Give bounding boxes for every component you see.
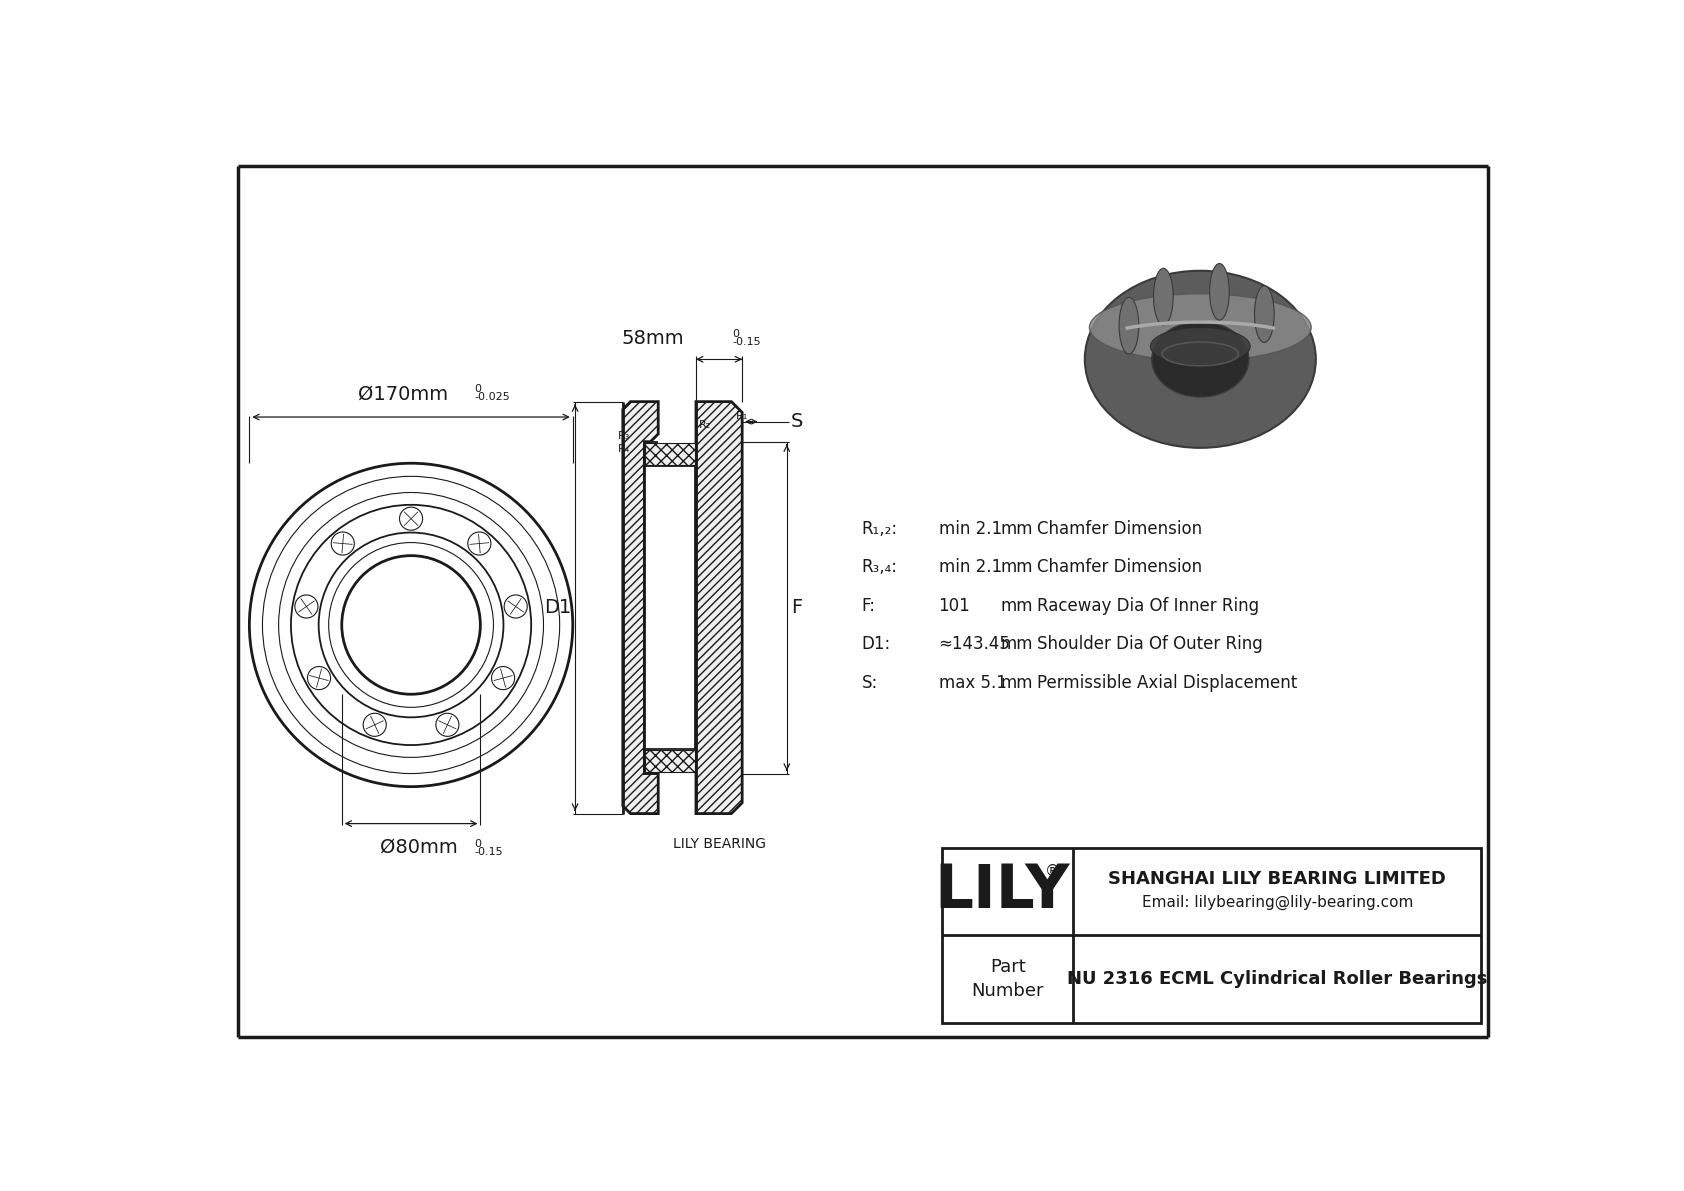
- Polygon shape: [645, 443, 695, 464]
- Bar: [645, 467, 695, 749]
- Polygon shape: [645, 750, 695, 772]
- Text: Ø170mm: Ø170mm: [359, 385, 448, 404]
- Polygon shape: [695, 401, 743, 813]
- Text: Ø80mm: Ø80mm: [381, 837, 458, 856]
- Text: Permissible Axial Displacement: Permissible Axial Displacement: [1037, 674, 1297, 692]
- Ellipse shape: [1152, 322, 1250, 397]
- Text: SHANGHAI LILY BEARING LIMITED: SHANGHAI LILY BEARING LIMITED: [1108, 871, 1447, 888]
- Text: R₁: R₁: [736, 411, 748, 420]
- Text: 58mm: 58mm: [621, 329, 684, 348]
- Text: 0: 0: [475, 384, 482, 394]
- Text: S: S: [791, 412, 803, 431]
- Text: 101: 101: [938, 597, 970, 615]
- Text: Chamfer Dimension: Chamfer Dimension: [1037, 519, 1202, 537]
- Ellipse shape: [1154, 268, 1174, 325]
- Text: R₃,₄:: R₃,₄:: [862, 559, 898, 576]
- Ellipse shape: [1209, 263, 1229, 320]
- Polygon shape: [623, 401, 658, 813]
- Text: 0: 0: [733, 329, 739, 338]
- Text: mm: mm: [1000, 674, 1032, 692]
- Text: F:: F:: [862, 597, 876, 615]
- Bar: [943, 848, 1482, 1023]
- Text: LILY BEARING: LILY BEARING: [672, 837, 766, 850]
- Text: mm: mm: [1000, 519, 1032, 537]
- Text: Email: lilybearing@lily-bearing.com: Email: lilybearing@lily-bearing.com: [1142, 894, 1413, 910]
- Text: ≈143.45: ≈143.45: [938, 635, 1010, 653]
- Text: ®: ®: [1044, 865, 1059, 879]
- Text: 0: 0: [475, 838, 482, 849]
- Ellipse shape: [1084, 270, 1315, 448]
- Text: R₁,₂:: R₁,₂:: [862, 519, 898, 537]
- Text: min 2.1: min 2.1: [938, 559, 1002, 576]
- Text: -0.15: -0.15: [733, 337, 761, 347]
- Text: R₃: R₃: [618, 430, 630, 441]
- Text: mm: mm: [1000, 597, 1032, 615]
- Text: -0.15: -0.15: [475, 848, 504, 858]
- Text: min 2.1: min 2.1: [938, 519, 1002, 537]
- Text: Shoulder Dia Of Outer Ring: Shoulder Dia Of Outer Ring: [1037, 635, 1263, 653]
- Text: Chamfer Dimension: Chamfer Dimension: [1037, 559, 1202, 576]
- Text: max 5.1: max 5.1: [938, 674, 1007, 692]
- Text: NU 2316 ECML Cylindrical Roller Bearings: NU 2316 ECML Cylindrical Roller Bearings: [1068, 971, 1487, 989]
- Text: LILY: LILY: [935, 862, 1069, 922]
- Text: mm: mm: [1000, 635, 1032, 653]
- Ellipse shape: [1090, 294, 1312, 361]
- Text: F: F: [791, 598, 802, 617]
- Text: R₄: R₄: [618, 444, 630, 455]
- Ellipse shape: [1255, 286, 1275, 343]
- Text: -0.025: -0.025: [475, 392, 510, 403]
- Text: R₂: R₂: [699, 419, 711, 430]
- Text: Raceway Dia Of Inner Ring: Raceway Dia Of Inner Ring: [1037, 597, 1260, 615]
- Text: S:: S:: [862, 674, 877, 692]
- Text: D1:: D1:: [862, 635, 891, 653]
- Text: mm: mm: [1000, 559, 1032, 576]
- Text: D1: D1: [544, 598, 571, 617]
- Ellipse shape: [1120, 298, 1138, 354]
- Ellipse shape: [1150, 328, 1250, 366]
- Text: Part
Number: Part Number: [972, 959, 1044, 1000]
